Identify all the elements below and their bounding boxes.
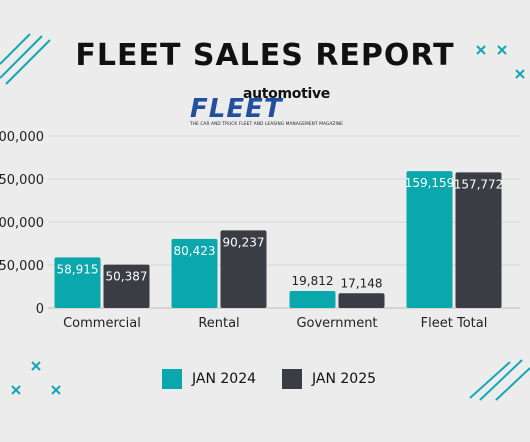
logo-main-text: FLEET — [190, 94, 283, 124]
legend-item-2025: JAN 2025 — [282, 368, 376, 390]
bar-value-label: 80,423 — [174, 244, 216, 258]
bar-value-label: 90,237 — [223, 235, 265, 249]
bar-value-label: 19,812 — [292, 274, 334, 288]
bar-value-label: 17,148 — [341, 276, 383, 290]
decorative-slash — [479, 359, 523, 401]
x-category-label: Government — [296, 316, 377, 331]
bar — [171, 238, 218, 308]
bar — [338, 293, 385, 308]
bar-value-label: 157,772 — [454, 177, 504, 191]
legend-item-2024: JAN 2024 — [162, 368, 256, 390]
bar — [220, 230, 267, 308]
bar-value-label: 50,387 — [106, 270, 148, 284]
y-tick-label: 200,000 — [0, 130, 44, 145]
legend-label-2024: JAN 2024 — [192, 371, 257, 387]
y-tick-label: 150,000 — [0, 173, 44, 188]
logo-top-text: automotive — [242, 86, 330, 102]
y-tick-label: 100,000 — [0, 216, 44, 231]
x-category-label: Commercial — [63, 316, 141, 331]
decorative-slash — [0, 33, 31, 65]
bar — [406, 171, 453, 308]
legend-swatch-2025 — [282, 369, 302, 389]
automotive-fleet-logo: automotive FLEET THE CAR AND TRUCK FLEET… — [190, 86, 350, 130]
bar-value-label: 58,915 — [57, 262, 99, 276]
decorative-slash — [469, 361, 511, 399]
bar — [289, 290, 336, 308]
bar — [54, 257, 101, 308]
decorative-x-mark — [31, 361, 41, 371]
decorative-slash — [0, 35, 43, 79]
bar — [103, 264, 150, 308]
decorative-x-mark — [497, 45, 507, 55]
y-tick-label: 0 — [36, 302, 44, 317]
logo-tagline: THE CAR AND TRUCK FLEET AND LEASING MANA… — [190, 122, 343, 127]
bar — [455, 172, 502, 308]
decorative-slash — [495, 367, 530, 401]
x-category-label: Rental — [198, 316, 239, 331]
page-title: FLEET SALES REPORT — [75, 38, 455, 73]
x-category-label: Fleet Total — [421, 316, 488, 331]
decorative-slash — [5, 39, 51, 85]
decorative-x-mark — [476, 45, 486, 55]
bar-value-label: 159,159 — [405, 176, 455, 190]
decorative-x-mark — [51, 385, 61, 395]
decorative-x-mark — [11, 385, 21, 395]
legend-label-2025: JAN 2025 — [312, 371, 377, 387]
decorative-x-mark — [515, 69, 525, 79]
legend-swatch-2024 — [162, 369, 182, 389]
y-tick-label: 50,000 — [0, 259, 44, 274]
